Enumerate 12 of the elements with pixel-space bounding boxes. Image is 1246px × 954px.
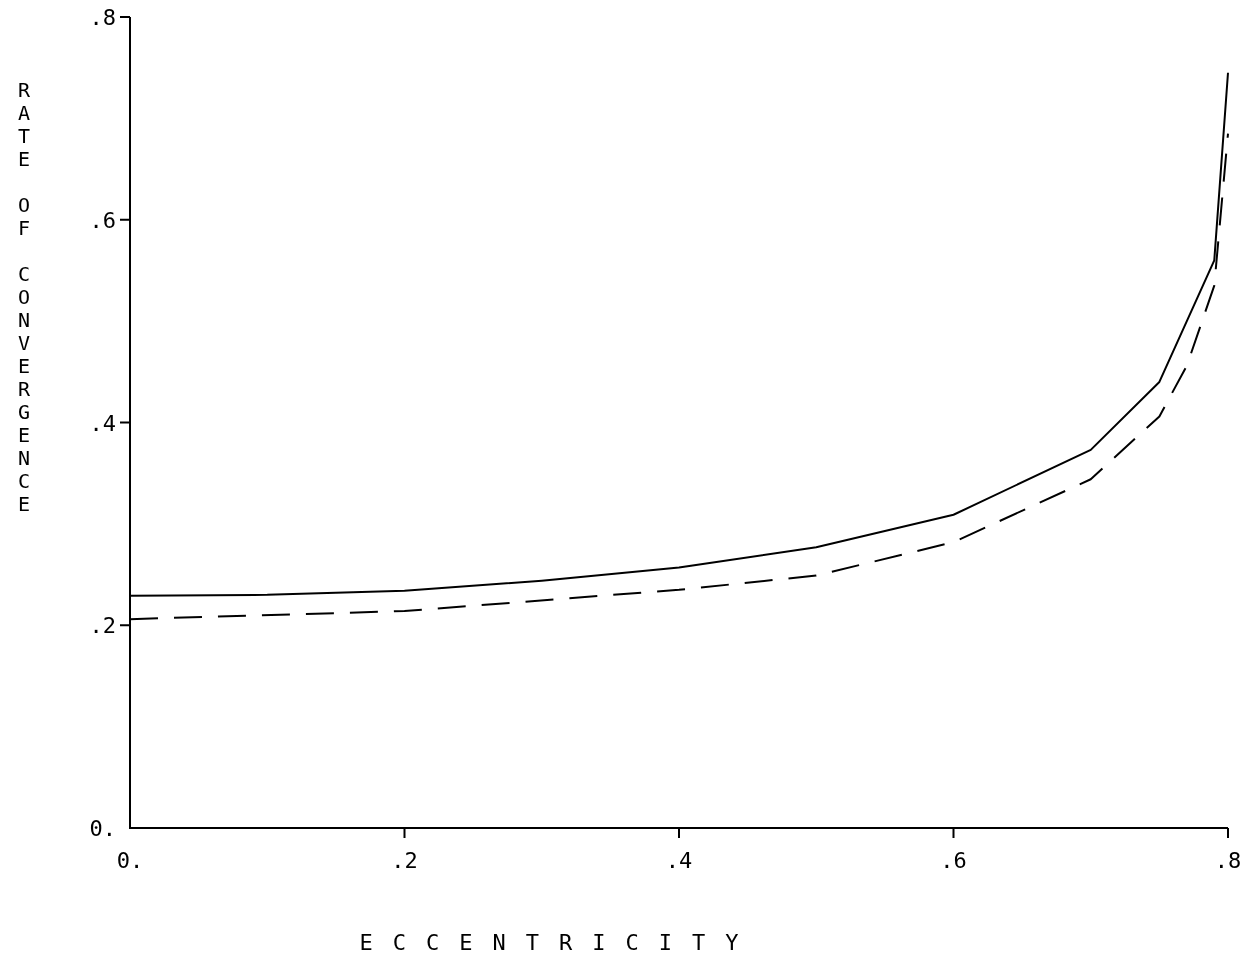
y-tick-label: .6 [89,207,116,233]
x-tick-label: .8 [1214,848,1242,873]
y-tick-label: 0. [89,816,116,841]
x-tick-label: .6 [940,848,967,873]
text: RATE OF CONVERGENCE [18,78,31,516]
y-tick-label: .4 [89,410,116,436]
x-tick-label: .2 [391,848,418,873]
x-tick-label: 0. [116,848,144,873]
y-tick-label: .8 [89,5,116,30]
x-axis-title: ECCENTRICITY [359,930,759,954]
y-tick-label: .2 [89,613,116,639]
x-tick-label: .4 [665,848,693,873]
